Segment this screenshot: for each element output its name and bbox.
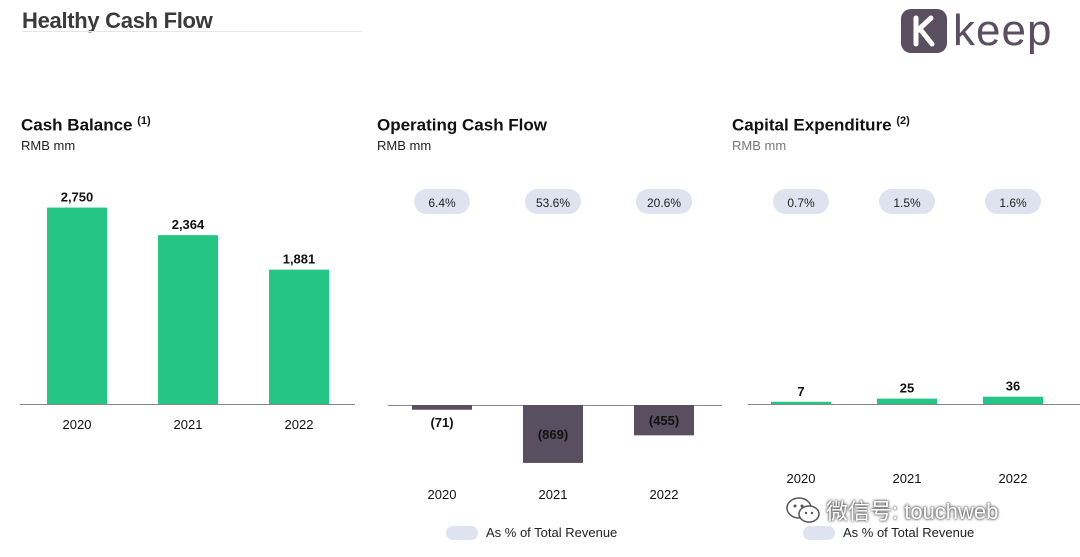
bar-value-label: 2,364: [172, 217, 205, 232]
capital-expenditure-title: Capital Expenditure (2): [732, 115, 910, 136]
logo-k-icon: [901, 9, 947, 53]
percent-pill: [525, 189, 581, 214]
bar-2022: [983, 396, 1043, 404]
percent-pill: [985, 189, 1041, 214]
bar-value-label: 1,881: [283, 252, 316, 267]
operating-cash-flow-unit: RMB mm: [377, 138, 432, 153]
legend-capex: As % of Total Revenue: [803, 525, 974, 540]
percent-label: 20.6%: [647, 196, 681, 210]
category-label: 2022: [285, 417, 314, 432]
percent-pill: [414, 189, 470, 214]
percent-pill: [636, 189, 692, 214]
percent-pill: [879, 189, 935, 214]
watermark: 微信号: touchweb: [786, 494, 998, 526]
bar-value-label: (869): [538, 427, 568, 442]
percent-label: 0.7%: [787, 196, 815, 210]
bar-2021: [158, 235, 218, 404]
page-title: Healthy Cash Flow: [22, 8, 213, 33]
wechat-icon: [786, 497, 820, 523]
bar-value-label: (71): [430, 415, 453, 430]
title-divider: [22, 31, 362, 32]
cash-balance-title-text: Cash Balance: [21, 115, 133, 135]
legend-ocf: As % of Total Revenue: [446, 525, 617, 540]
operating-cash-flow-title-text: Operating Cash Flow: [377, 115, 548, 135]
category-label: 2021: [539, 487, 568, 502]
watermark-text: 微信号: touchweb: [826, 499, 999, 524]
bar-value-label: 2,750: [61, 190, 94, 205]
capital-expenditure-title-text: Capital Expenditure: [732, 115, 892, 135]
percent-label: 6.4%: [428, 196, 456, 210]
percent-label: 1.5%: [893, 196, 921, 210]
cash-balance-note: (1): [137, 115, 151, 127]
percent-label: 1.6%: [999, 196, 1027, 210]
bar-2022: [634, 405, 694, 436]
capital-expenditure-note: (2): [896, 115, 910, 127]
bar-2020: [412, 405, 472, 410]
bar-2022: [269, 269, 329, 404]
bar-value-label: 25: [900, 381, 914, 396]
percent-label: 53.6%: [536, 196, 570, 210]
legend-label: As % of Total Revenue: [843, 525, 975, 540]
keep-logo: keep: [901, 9, 1052, 53]
category-label: 2021: [174, 417, 203, 432]
logo-text: keep: [953, 6, 1053, 55]
category-label: 2020: [428, 487, 457, 502]
capital-expenditure-unit: RMB mm: [732, 138, 787, 153]
bar-value-label: 7: [797, 384, 804, 399]
legend-label: As % of Total Revenue: [486, 525, 618, 540]
category-label: 2020: [63, 417, 92, 432]
category-label: 2022: [999, 471, 1028, 486]
bar-2020: [771, 401, 831, 404]
category-label: 2020: [787, 471, 816, 486]
operating-cash-flow-title: Operating Cash Flow: [377, 115, 547, 136]
legend-swatch: [803, 525, 835, 540]
bar-2020: [47, 207, 107, 404]
cash-balance-title: Cash Balance (1): [21, 115, 151, 136]
category-label: 2021: [893, 471, 922, 486]
category-label: 2022: [650, 487, 679, 502]
bar-2021: [877, 398, 937, 404]
legend-swatch: [446, 525, 478, 540]
bar-2021: [523, 405, 583, 463]
bar-value-label: 36: [1006, 379, 1020, 394]
bar-value-label: (455): [649, 413, 679, 428]
percent-pill: [773, 189, 829, 214]
cash-balance-unit: RMB mm: [21, 138, 76, 153]
